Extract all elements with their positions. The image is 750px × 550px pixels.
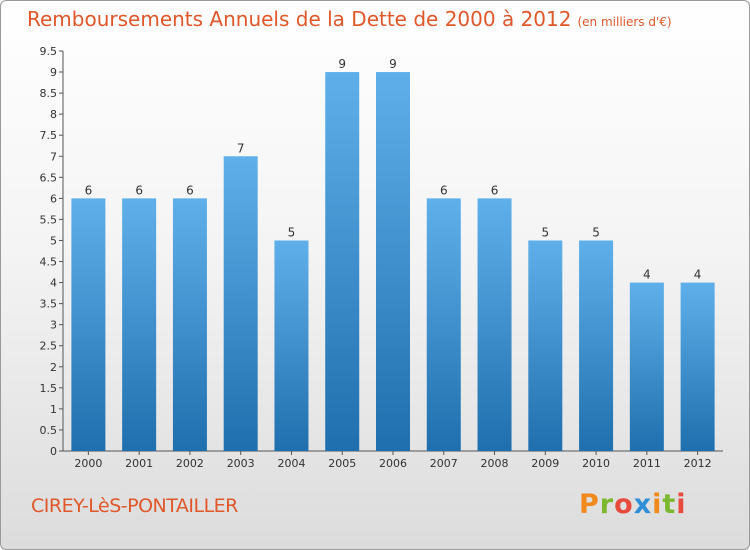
y-tick-label: 5 xyxy=(50,234,57,247)
data-label: 9 xyxy=(338,57,346,71)
bar-2006 xyxy=(376,72,410,451)
bar-2002 xyxy=(172,198,207,451)
bar-2008 xyxy=(477,198,512,451)
bar-2003 xyxy=(223,156,258,451)
logo-letter: i xyxy=(652,489,663,520)
y-tick-label: 9.5 xyxy=(40,45,58,58)
x-tick-label: 2008 xyxy=(481,457,509,470)
x-tick-label: 2002 xyxy=(176,457,204,470)
y-tick-label: 7 xyxy=(50,150,57,163)
logo-letter: r xyxy=(599,489,615,520)
plot-area: 0 0.5 1 1.5 2 2.5 3 3.5 4 4.5 5 5.5 6 6.5 7 7.5 8 8.5 9 9.5… xyxy=(40,45,723,470)
x-tick-label: 2012 xyxy=(684,457,712,470)
y-tick-label: 0.5 xyxy=(40,424,58,437)
y-tick-label: 5.5 xyxy=(40,213,58,226)
x-tick-label: 2005 xyxy=(328,457,356,470)
y-tick-label: 8 xyxy=(50,108,57,121)
x-tick-label: 2003 xyxy=(227,457,255,470)
y-tick-label: 0 xyxy=(50,445,57,458)
chart-title-text: Remboursements Annuels de la Dette de 20… xyxy=(27,7,572,31)
y-tick-label: 4 xyxy=(50,277,57,290)
y-tick-label: 1.5 xyxy=(40,382,58,395)
bar-2012 xyxy=(680,282,715,451)
y-tick-label: 2 xyxy=(50,361,57,374)
data-label: 7 xyxy=(237,141,245,155)
y-tick-label: 6.5 xyxy=(40,171,58,184)
data-label: 5 xyxy=(541,225,549,239)
data-label: 6 xyxy=(135,183,143,197)
y-tick-label: 8.5 xyxy=(40,87,58,100)
data-label: 6 xyxy=(491,183,499,197)
proxiti-logo[interactable]: Proxiti xyxy=(579,489,687,520)
y-tick-label: 3 xyxy=(50,319,57,332)
logo-letter: P xyxy=(579,489,600,520)
data-label: 9 xyxy=(389,57,397,71)
bar-2007 xyxy=(426,198,461,451)
bar-2004 xyxy=(274,240,309,451)
logo-letter: i xyxy=(676,489,687,520)
data-label: 6 xyxy=(186,183,194,197)
data-label: 6 xyxy=(85,183,93,197)
x-tick-label: 2000 xyxy=(74,457,102,470)
x-tick-label: 2009 xyxy=(531,457,559,470)
x-tick-label: 2004 xyxy=(277,457,305,470)
y-tick-label: 4.5 xyxy=(40,256,58,269)
bar-2011 xyxy=(629,282,664,451)
x-tick-label: 2011 xyxy=(633,457,661,470)
y-tick-label: 3.5 xyxy=(40,298,58,311)
bar-2005 xyxy=(325,72,360,451)
y-tick-label: 7.5 xyxy=(40,129,58,142)
bar-2001 xyxy=(122,198,157,451)
y-tick-label: 1 xyxy=(50,403,57,416)
data-label: 5 xyxy=(592,225,600,239)
y-tick-label: 2.5 xyxy=(40,340,58,353)
data-label: 5 xyxy=(288,225,296,239)
y-tick-label: 9 xyxy=(50,66,57,79)
bar-2010 xyxy=(579,240,614,451)
bar-2009 xyxy=(528,240,563,451)
x-tick-label: 2007 xyxy=(430,457,458,470)
bar-2000 xyxy=(71,198,106,451)
chart-unit: (en milliers d'€) xyxy=(577,15,672,29)
x-tick-label: 2006 xyxy=(379,457,407,470)
data-label: 4 xyxy=(694,268,702,282)
data-label: 4 xyxy=(643,268,651,282)
logo-letter: x xyxy=(633,489,653,520)
x-tick-label: 2010 xyxy=(582,457,610,470)
logo-letter: o xyxy=(614,489,634,520)
x-tick-label: 2001 xyxy=(125,457,153,470)
chart-title: Remboursements Annuels de la Dette de 20… xyxy=(27,7,672,31)
logo-letter: t xyxy=(662,489,677,520)
commune-name: CIREY-LèS-PONTAILLER xyxy=(31,495,238,517)
y-tick-label: 6 xyxy=(50,192,57,205)
data-label: 6 xyxy=(440,183,448,197)
